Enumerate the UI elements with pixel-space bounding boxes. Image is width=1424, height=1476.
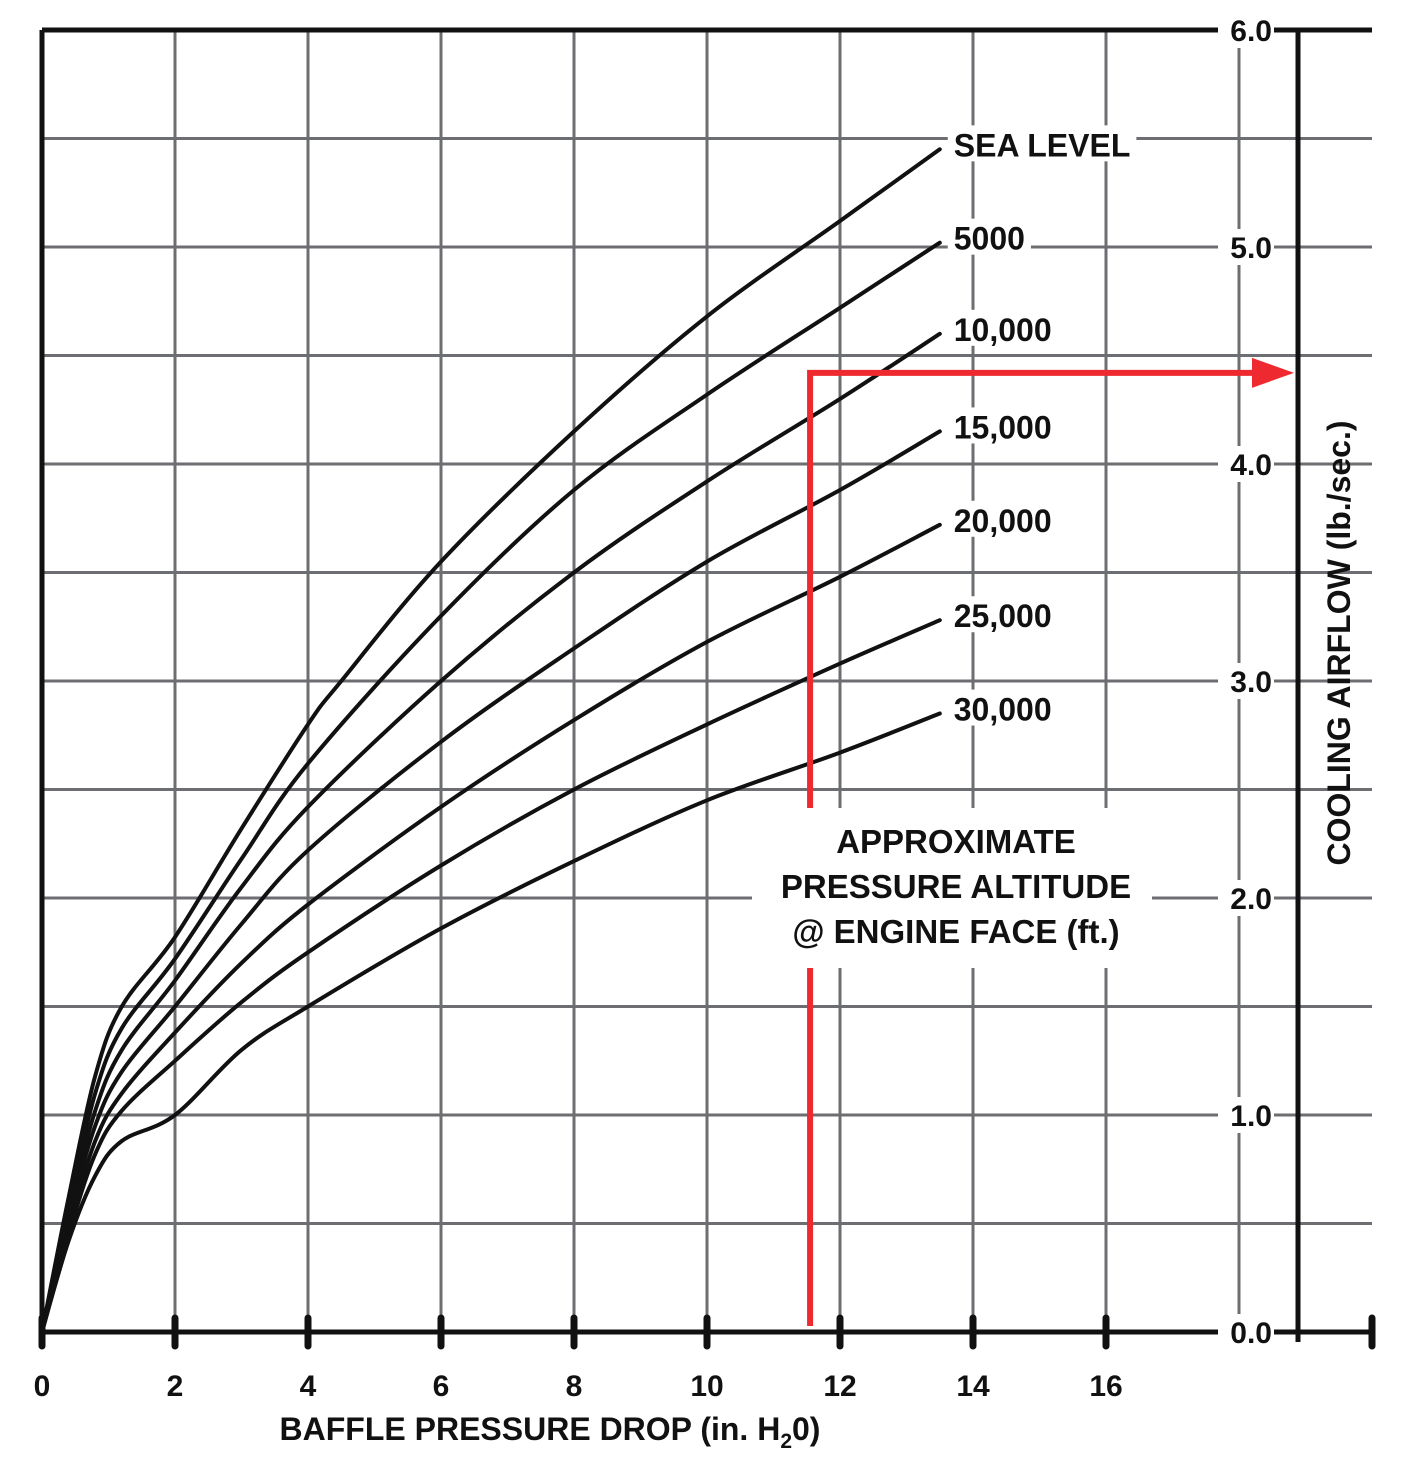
- red-reading-line: [807, 357, 1294, 1326]
- y-tick-label: 3.0: [1230, 666, 1272, 699]
- curve-line-6: [40, 618, 942, 1334]
- y-tick-label: 1.0: [1230, 1100, 1272, 1133]
- curve-labels: SEA LEVEL 5000 10,000 15,000 20,000 25,000 30,…: [947, 125, 1137, 728]
- curve-line-1: [40, 147, 942, 1334]
- x-axis-title-subscript: 2: [780, 1430, 792, 1453]
- x-tick-label: 8: [566, 1370, 583, 1403]
- curve-label-background: [947, 596, 1058, 633]
- curve-label-background: [947, 309, 1058, 346]
- curve-label-background: [947, 125, 1137, 162]
- y-tick-label-background: [1218, 880, 1274, 916]
- curve-line-3: [40, 331, 942, 1334]
- curves: [40, 147, 942, 1334]
- curve-label: SEA LEVEL: [954, 127, 1131, 163]
- y-tick-label: 6.0: [1230, 15, 1272, 48]
- curve-label-background: [947, 500, 1058, 537]
- x-tick-label: 12: [823, 1370, 856, 1403]
- curve-line-5: [40, 522, 942, 1334]
- annotation-line-1: APPROXIMATE: [836, 823, 1076, 860]
- y-tick-label: 4.0: [1230, 449, 1272, 482]
- tick-labels: 0 2 4 6 8 10 12 14 16 0.0 1.0 2.0 3.0 4.0 5.0 6.0: [34, 12, 1274, 1403]
- y-axis-title: COOLING AIRFLOW (lb./sec.): [1321, 420, 1357, 865]
- curve-label-background: [947, 407, 1058, 444]
- x-axis-title-end: 0): [792, 1411, 820, 1447]
- y-tick-label-background: [1218, 229, 1274, 265]
- y-tick-label-background: [1218, 446, 1274, 482]
- curve-label: 20,000: [954, 503, 1052, 539]
- annotation-box: APPROXIMATE PRESSURE ALTITUDE @ ENGINE F…: [752, 808, 1152, 968]
- curve-label-background: [947, 689, 1058, 726]
- curve-label: 5000: [954, 221, 1025, 257]
- curve-label: 10,000: [954, 312, 1052, 348]
- annotation-line-3: @ ENGINE FACE (ft.): [792, 913, 1119, 950]
- x-tick-label: 4: [300, 1370, 317, 1403]
- curve-label-background: [947, 218, 1031, 255]
- x-tick-label: 14: [956, 1370, 990, 1403]
- curve-label: 25,000: [954, 598, 1052, 634]
- red-arrowhead: [1252, 357, 1294, 388]
- x-tick-label: 0: [34, 1370, 51, 1403]
- x-axis-title-main: BAFFLE PRESSURE DROP (in. H: [280, 1411, 781, 1447]
- x-axis-title: BAFFLE PRESSURE DROP (in. H20): [280, 1411, 821, 1453]
- grid-lines: [42, 30, 1372, 1332]
- curve-label: 15,000: [954, 409, 1052, 445]
- x-tick-label: 16: [1089, 1370, 1122, 1403]
- annotation-line-2: PRESSURE ALTITUDE: [781, 868, 1131, 905]
- y-tick-label-background: [1218, 663, 1274, 699]
- y-tick-label: 0.0: [1230, 1317, 1272, 1350]
- y-tick-label: 2.0: [1230, 883, 1272, 916]
- y-tick-label-background: [1218, 1314, 1274, 1350]
- annotation-background: [752, 808, 1152, 968]
- curve-line-2: [40, 240, 942, 1334]
- y-tick-label-background: [1218, 12, 1274, 48]
- curve-line-7: [40, 711, 942, 1334]
- y-tick-label: 5.0: [1230, 232, 1272, 265]
- x-tick-label: 10: [690, 1370, 723, 1403]
- y-tick-label-background: [1218, 1097, 1274, 1133]
- x-tick-label: 6: [433, 1370, 450, 1403]
- curve-line-4: [40, 429, 942, 1334]
- x-tick-label: 2: [167, 1370, 184, 1403]
- red-reading-path: [807, 369, 1256, 1326]
- curve-label: 30,000: [954, 692, 1052, 728]
